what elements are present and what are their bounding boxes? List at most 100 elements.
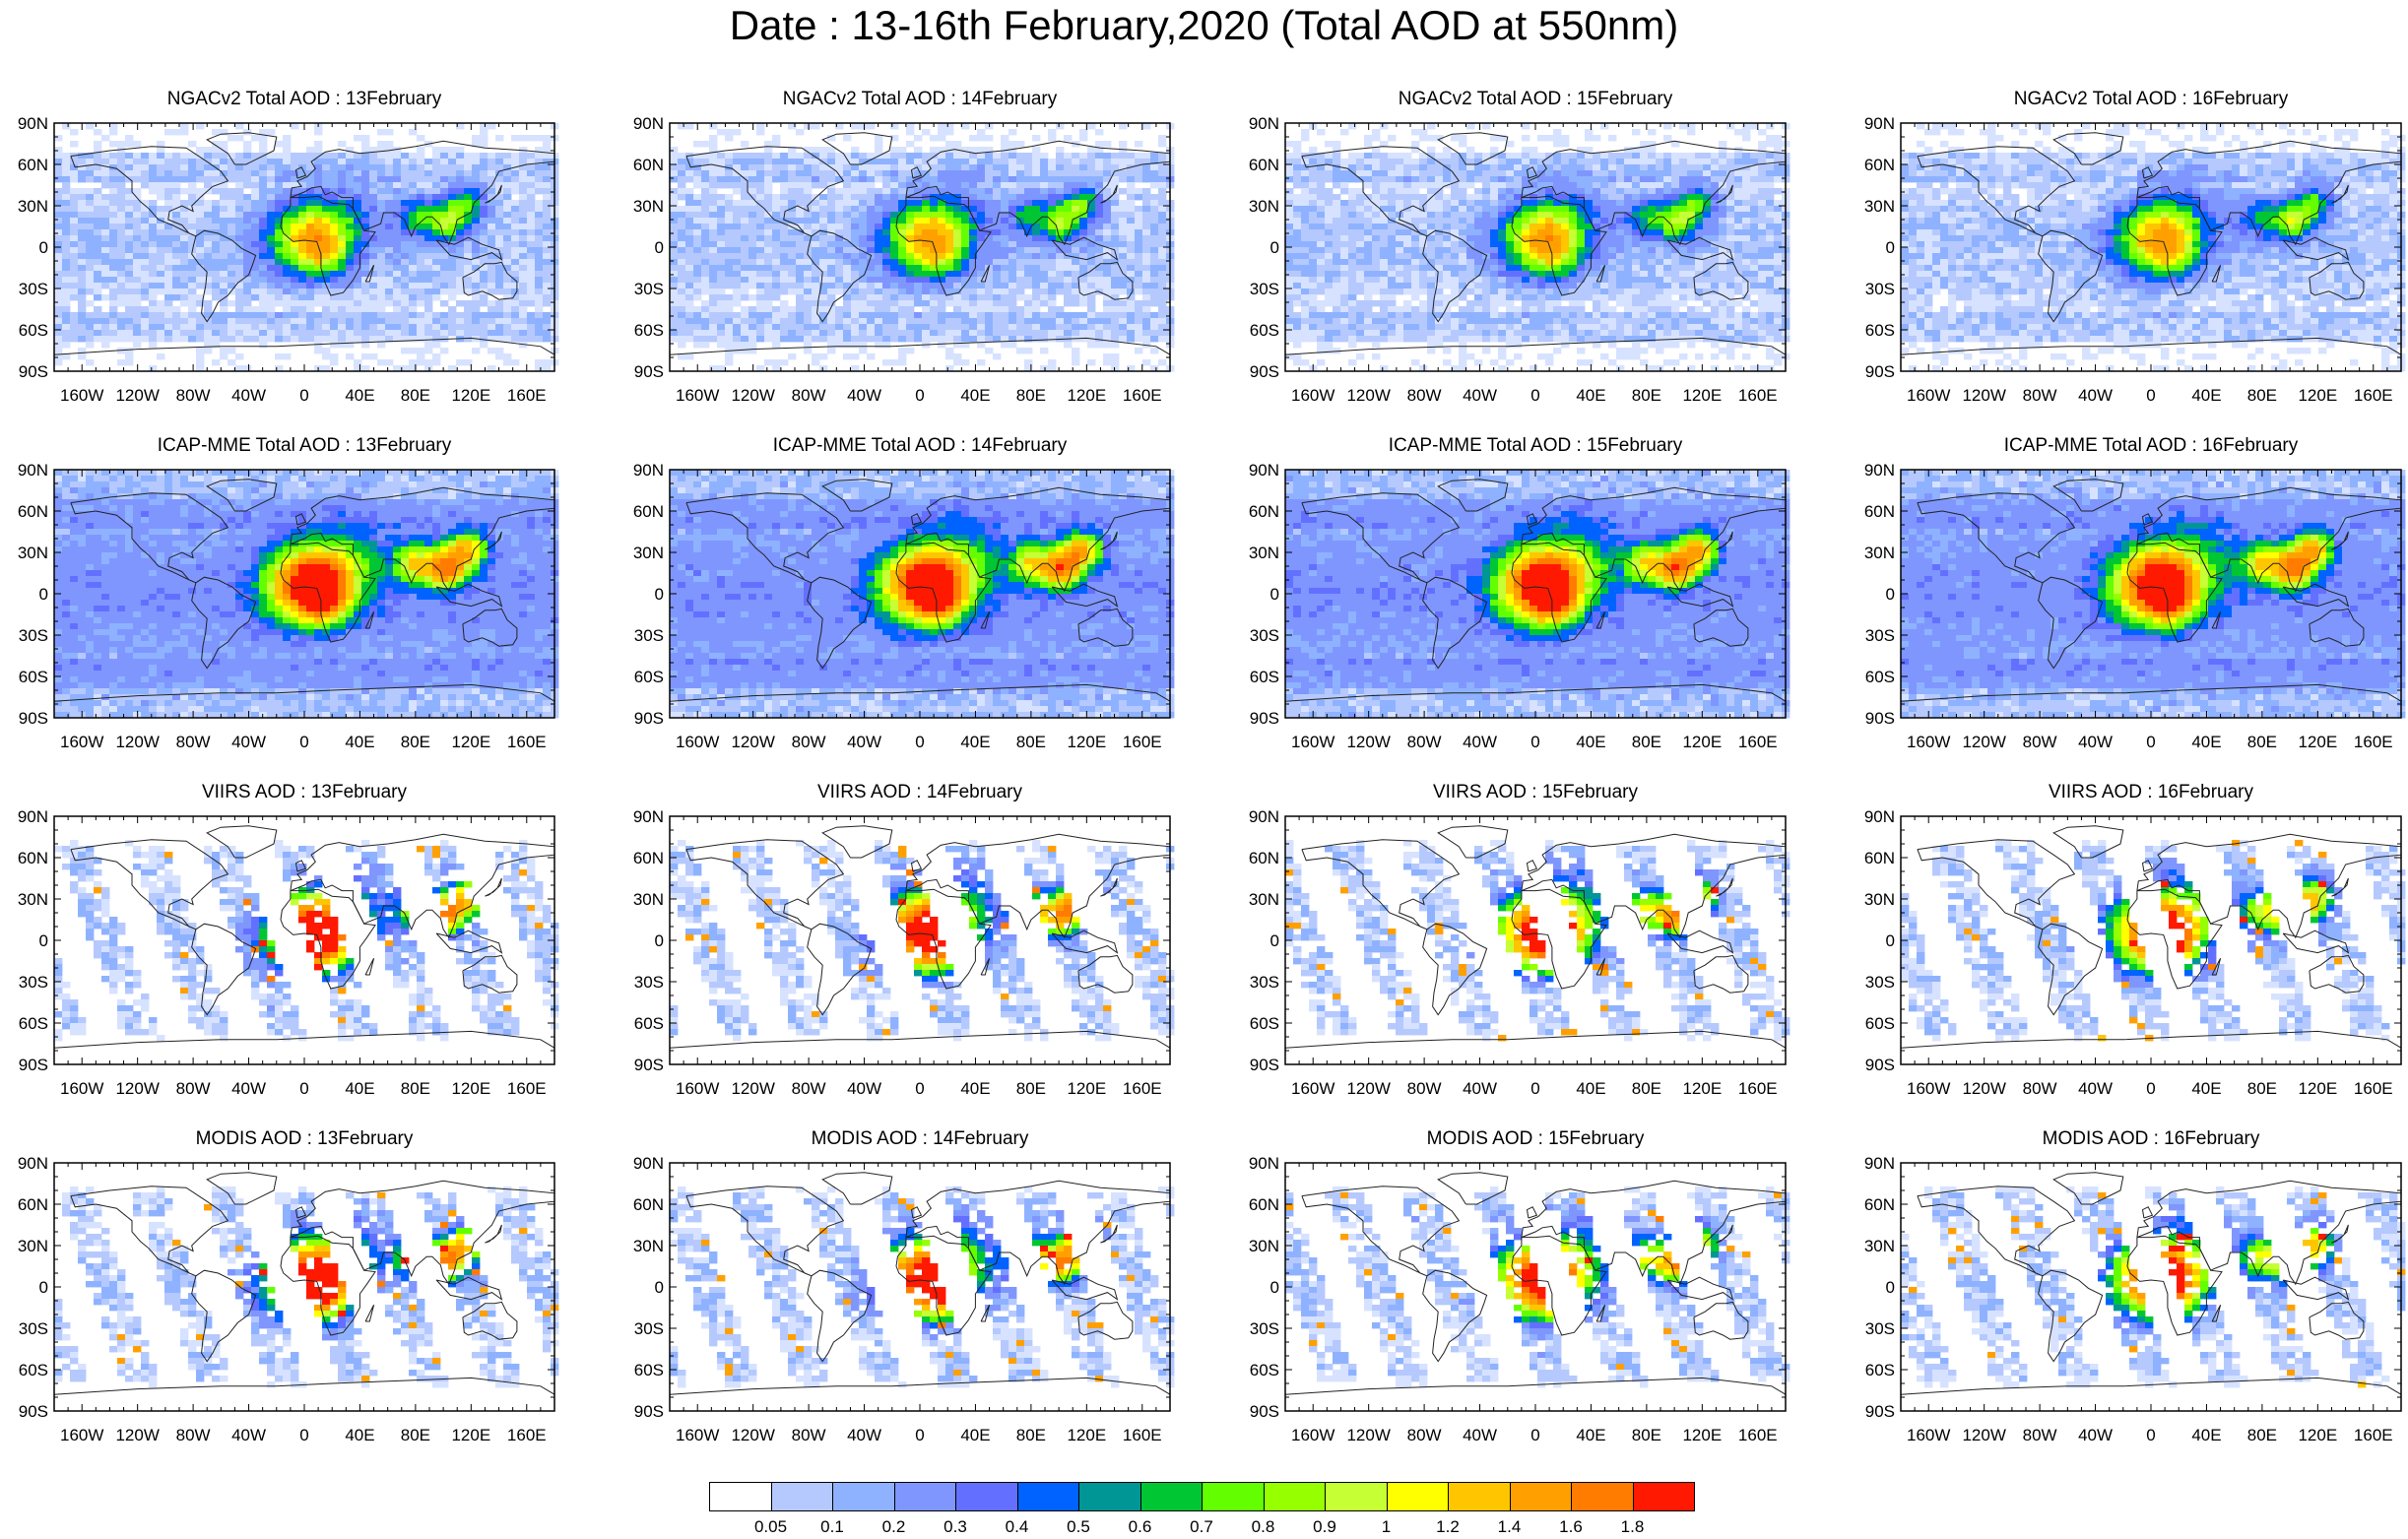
lon-tick-label: 40E xyxy=(960,733,990,751)
coastlines xyxy=(1900,1172,2402,1412)
lon-tick-label: 40W xyxy=(847,1079,881,1098)
aod-field xyxy=(670,123,1175,372)
lon-tick-label: 40W xyxy=(847,1426,881,1444)
map-canvas: 90N 60N 30N 0 30S 60S 90S 160W 120W 80W 40W 0 40E 80E… xyxy=(1864,807,2406,1098)
lat-tick-label: 90N xyxy=(633,1154,664,1173)
lat-tick-label: 90N xyxy=(1249,1154,1279,1173)
colorbar-label: 0.9 xyxy=(1295,1517,1354,1537)
map-canvas: 90N 60N 30N 0 30S 60S 90S 160W 120W 80W 40W 0 40E 80E… xyxy=(18,1154,559,1444)
lat-tick-label: 30N xyxy=(1249,197,1279,216)
coastlines xyxy=(669,1172,1171,1412)
lon-tick-label: 80E xyxy=(1632,1426,1661,1444)
map-canvas: 90N 60N 30N 0 30S 60S 90S 160W 120W 80W 40W 0 40E 80E… xyxy=(1864,114,2406,405)
colorbar-label: 0.7 xyxy=(1172,1517,1231,1537)
panel-title: MODIS AOD : 14February xyxy=(670,1128,1170,1150)
lon-tick-label: 120W xyxy=(115,733,159,751)
lat-tick-label: 60S xyxy=(19,1014,48,1033)
lat-tick-label: 60S xyxy=(1250,321,1279,340)
lon-tick-label: 120E xyxy=(1682,1079,1722,1098)
lon-tick-label: 80E xyxy=(1016,1079,1046,1098)
lon-tick-label: 120E xyxy=(2298,1426,2337,1444)
map-canvas: 90N 60N 30N 0 30S 60S 90S 160W 120W 80W 40W 0 40E 80E… xyxy=(1249,807,1790,1098)
lon-tick-label: 0 xyxy=(299,386,308,405)
colorbar-label: 1.4 xyxy=(1480,1517,1539,1537)
lat-tick-label: 90S xyxy=(19,1402,48,1421)
lat-tick-label: 30N xyxy=(633,1237,664,1255)
lat-tick-label: 90N xyxy=(18,807,48,826)
lat-tick-label: 60S xyxy=(19,321,48,340)
aod-field xyxy=(1901,840,2406,1042)
lat-tick-label: 60S xyxy=(1250,668,1279,686)
lon-tick-label: 160W xyxy=(1291,733,1334,751)
lon-tick-label: 80W xyxy=(1407,733,1442,751)
lat-tick-label: 60S xyxy=(1250,1014,1279,1033)
map-panel: ICAP-MME Total AOD : 16February 90N 60N 30N… xyxy=(1847,435,2408,760)
lat-tick-label: 60N xyxy=(1864,502,1895,521)
lon-tick-label: 40E xyxy=(345,1426,374,1444)
lat-tick-label: 0 xyxy=(39,931,48,950)
lon-tick-label: 160E xyxy=(507,386,547,405)
lat-tick-label: 60N xyxy=(18,849,48,867)
map-canvas: 90N 60N 30N 0 30S 60S 90S 160W 120W 80W 40W 0 40E 80E… xyxy=(18,807,559,1098)
colorbar-swatch xyxy=(1448,1482,1511,1511)
lon-tick-label: 120W xyxy=(1962,733,2005,751)
lon-tick-label: 120W xyxy=(115,1426,159,1444)
lat-tick-label: 90N xyxy=(633,114,664,133)
panel-title: MODIS AOD : 15February xyxy=(1285,1128,1786,1150)
lat-tick-label: 0 xyxy=(1270,585,1279,604)
lat-tick-label: 30N xyxy=(18,1237,48,1255)
lat-tick-label: 90S xyxy=(1865,1056,1895,1074)
lon-tick-label: 40E xyxy=(2191,386,2221,405)
map-canvas: 90N 60N 30N 0 30S 60S 90S 160W 120W 80W 40W 0 40E 80E… xyxy=(18,461,559,751)
lat-tick-label: 30S xyxy=(19,280,48,298)
colorbar-swatch xyxy=(1078,1482,1141,1511)
lat-tick-label: 30S xyxy=(1250,973,1279,992)
lat-tick-label: 30N xyxy=(1249,544,1279,562)
lat-tick-label: 90N xyxy=(1249,114,1279,133)
lon-tick-label: 160E xyxy=(2354,733,2393,751)
colorbar-swatch xyxy=(1571,1482,1634,1511)
lat-tick-label: 90S xyxy=(19,362,48,381)
lat-tick-label: 60S xyxy=(19,1361,48,1379)
coastlines xyxy=(669,479,1171,719)
colorbar-label: 0.1 xyxy=(803,1517,862,1537)
map-canvas: 90N 60N 30N 0 30S 60S 90S 160W 120W 80W 40W 0 40E 80E… xyxy=(633,114,1175,405)
lon-tick-label: 80E xyxy=(1632,386,1661,405)
lat-tick-label: 90S xyxy=(1250,709,1279,728)
colorbar-swatch xyxy=(1509,1482,1572,1511)
lat-tick-label: 90S xyxy=(1865,1402,1895,1421)
lon-tick-label: 160W xyxy=(1907,1079,1950,1098)
lat-tick-label: 90N xyxy=(633,461,664,480)
map-canvas: 90N 60N 30N 0 30S 60S 90S 160W 120W 80W 40W 0 40E 80E… xyxy=(633,1154,1175,1444)
lon-tick-label: 160E xyxy=(1738,1079,1778,1098)
lon-tick-label: 40W xyxy=(847,733,881,751)
lat-tick-label: 30N xyxy=(633,544,664,562)
aod-field xyxy=(54,470,559,719)
lon-tick-label: 40W xyxy=(1463,733,1497,751)
lon-tick-label: 160W xyxy=(60,733,103,751)
lon-tick-label: 80W xyxy=(2023,1426,2057,1444)
map-canvas: 90N 60N 30N 0 30S 60S 90S 160W 120W 80W 40W 0 40E 80E… xyxy=(1249,114,1790,405)
lon-tick-label: 40W xyxy=(231,733,266,751)
lat-tick-label: 0 xyxy=(39,585,48,604)
lon-tick-label: 120E xyxy=(1067,1079,1106,1098)
lon-tick-label: 40W xyxy=(231,1426,266,1444)
map-canvas: 90N 60N 30N 0 30S 60S 90S 160W 120W 80W 40W 0 40E 80E… xyxy=(1864,461,2406,751)
lat-tick-label: 30N xyxy=(1864,1237,1895,1255)
lon-tick-label: 80W xyxy=(792,733,826,751)
lat-tick-label: 90N xyxy=(18,114,48,133)
colorbar-label: 0.2 xyxy=(865,1517,924,1537)
lat-tick-label: 30S xyxy=(1865,1319,1895,1338)
colorbar-label: 1 xyxy=(1357,1517,1416,1537)
lat-tick-label: 30N xyxy=(18,544,48,562)
aod-field xyxy=(54,1186,559,1388)
lon-tick-label: 160E xyxy=(507,1426,547,1444)
lon-tick-label: 80W xyxy=(176,1426,211,1444)
map-panel: NGACv2 Total AOD : 14February 90N 60N 30N 0 3… xyxy=(616,89,1187,414)
panel-title: VIIRS AOD : 16February xyxy=(1901,782,2401,803)
aod-field xyxy=(54,123,559,372)
map-panel: VIIRS AOD : 13February 90N 60N 30N 0 30S 60S 90… xyxy=(0,782,571,1107)
lat-tick-label: 90S xyxy=(19,1056,48,1074)
lat-tick-label: 90S xyxy=(634,709,664,728)
lon-tick-label: 0 xyxy=(915,1079,924,1098)
